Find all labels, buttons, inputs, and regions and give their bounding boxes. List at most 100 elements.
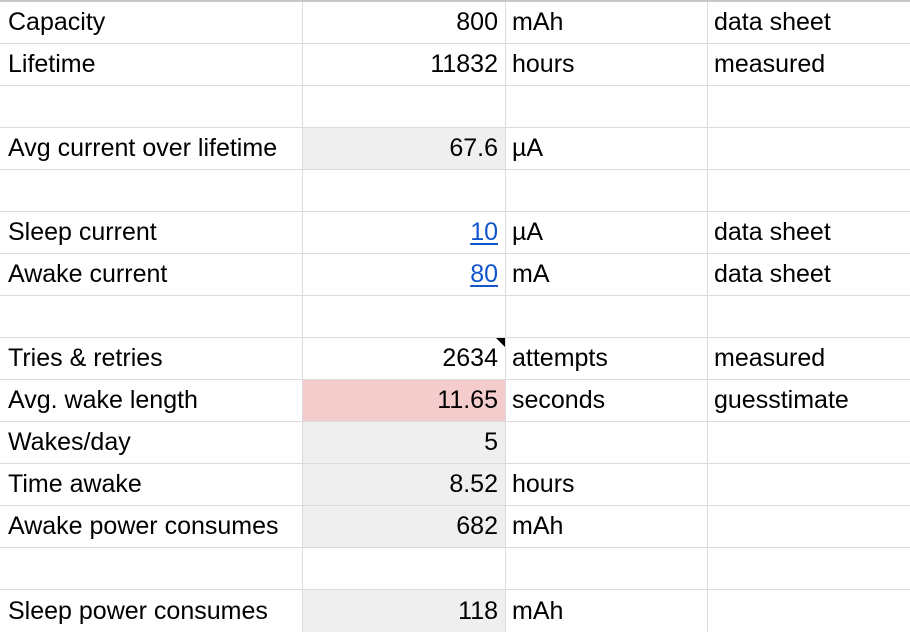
cell-text: 67.6 [449, 134, 498, 162]
unit-cell[interactable] [506, 422, 708, 463]
value-cell[interactable]: 11832 [303, 44, 506, 85]
computed-value-cell[interactable]: 682 [303, 506, 506, 547]
value-link[interactable]: 10 [470, 218, 498, 246]
unit-cell[interactable]: mAh [506, 590, 708, 632]
value-cell[interactable]: 10 [303, 212, 506, 253]
cell-text: mA [512, 260, 550, 288]
value-cell[interactable]: 800 [303, 2, 506, 43]
label-cell[interactable]: Sleep current [0, 212, 303, 253]
table-row: Time awake 8.52 hours [0, 464, 910, 506]
value-cell[interactable] [303, 170, 506, 211]
label-cell[interactable] [0, 548, 303, 589]
cell-text: hours [512, 470, 575, 498]
unit-cell[interactable]: µA [506, 128, 708, 169]
label-cell[interactable]: Capacity [0, 2, 303, 43]
unit-cell[interactable] [506, 170, 708, 211]
unit-cell[interactable]: mA [506, 254, 708, 295]
label-cell[interactable]: Sleep power consumes [0, 590, 303, 632]
unit-cell[interactable]: µA [506, 212, 708, 253]
value-cell[interactable] [303, 86, 506, 127]
cell-text: mAh [512, 8, 564, 36]
label-cell[interactable]: Lifetime [0, 44, 303, 85]
value-cell[interactable]: 2634 [303, 338, 506, 379]
source-cell[interactable]: data sheet [708, 2, 910, 43]
table-row [0, 548, 910, 590]
table-row: Capacity 800 mAh data sheet [0, 2, 910, 44]
cell-text: Time awake [8, 470, 142, 498]
source-cell[interactable] [708, 548, 910, 589]
cell-text: measured [714, 50, 826, 78]
computed-value-cell[interactable]: 8.52 [303, 464, 506, 505]
unit-cell[interactable] [506, 86, 708, 127]
cell-text: Tries & retries [8, 344, 163, 372]
table-row: Sleep power consumes 118 mAh [0, 590, 910, 632]
cell-text: Awake current [8, 260, 168, 288]
cell-text: 11832 [430, 50, 498, 78]
cell-text: 800 [456, 8, 498, 36]
source-cell[interactable] [708, 422, 910, 463]
cell-text: Avg current over lifetime [8, 134, 278, 162]
cell-text: 8.52 [449, 470, 498, 498]
computed-value-cell[interactable]: 67.6 [303, 128, 506, 169]
cell-text: Wakes/day [8, 428, 131, 456]
label-cell[interactable] [0, 86, 303, 127]
label-cell[interactable] [0, 296, 303, 337]
source-cell[interactable] [708, 296, 910, 337]
source-cell[interactable] [708, 590, 910, 632]
cell-text: 5 [484, 428, 498, 456]
label-cell[interactable]: Awake power consumes [0, 506, 303, 547]
table-row: Lifetime 11832 hours measured [0, 44, 910, 86]
label-cell[interactable]: Avg current over lifetime [0, 128, 303, 169]
unit-cell[interactable] [506, 296, 708, 337]
value-cell[interactable] [303, 548, 506, 589]
unit-cell[interactable]: mAh [506, 2, 708, 43]
cell-text: mAh [512, 512, 564, 540]
cell-text: hours [512, 50, 575, 78]
cell-text: Capacity [8, 8, 106, 36]
source-cell[interactable] [708, 506, 910, 547]
source-cell[interactable]: guesstimate [708, 380, 910, 421]
unit-cell[interactable]: mAh [506, 506, 708, 547]
cell-text: Sleep power consumes [8, 596, 268, 625]
source-cell[interactable] [708, 170, 910, 211]
computed-value-cell[interactable]: 5 [303, 422, 506, 463]
source-cell[interactable] [708, 86, 910, 127]
label-cell[interactable]: Time awake [0, 464, 303, 505]
cell-text: µA [512, 218, 544, 246]
unit-cell[interactable]: seconds [506, 380, 708, 421]
source-cell[interactable] [708, 128, 910, 169]
value-link[interactable]: 80 [470, 260, 498, 288]
source-cell[interactable]: measured [708, 338, 910, 379]
unit-cell[interactable]: attempts [506, 338, 708, 379]
unit-cell[interactable]: hours [506, 464, 708, 505]
cell-text: mAh [512, 596, 564, 625]
label-cell[interactable]: Wakes/day [0, 422, 303, 463]
computed-value-cell[interactable]: 118 [303, 590, 506, 632]
unit-cell[interactable]: hours [506, 44, 708, 85]
cell-text: data sheet [714, 218, 831, 246]
cell-text: attempts [512, 344, 608, 372]
source-cell[interactable] [708, 464, 910, 505]
table-row [0, 86, 910, 128]
label-cell[interactable]: Avg. wake length [0, 380, 303, 421]
cell-text: Awake power consumes [8, 512, 279, 540]
table-row: Awake power consumes 682 mAh [0, 506, 910, 548]
label-cell[interactable]: Tries & retries [0, 338, 303, 379]
source-cell[interactable]: measured [708, 44, 910, 85]
comment-marker-icon[interactable] [496, 338, 505, 347]
source-cell[interactable]: data sheet [708, 254, 910, 295]
source-cell[interactable]: data sheet [708, 212, 910, 253]
label-cell[interactable] [0, 170, 303, 211]
cell-text: seconds [512, 386, 606, 414]
cell-text: Avg. wake length [8, 386, 198, 414]
table-row: Tries & retries 2634 attempts measured [0, 338, 910, 380]
unit-cell[interactable] [506, 548, 708, 589]
table-row [0, 170, 910, 212]
value-cell[interactable] [303, 296, 506, 337]
cell-text: 682 [456, 512, 498, 540]
label-cell[interactable]: Awake current [0, 254, 303, 295]
cell-text: 2634 [442, 344, 498, 372]
value-cell[interactable]: 80 [303, 254, 506, 295]
highlighted-value-cell[interactable]: 11.65 [303, 380, 506, 421]
